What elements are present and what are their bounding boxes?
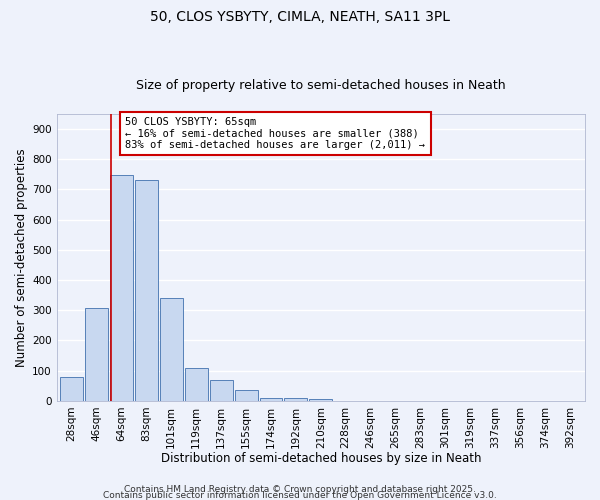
Bar (110, 175, 133, 401)
Bar (85, 308, 108, 401)
Bar (160, 298, 183, 401)
Y-axis label: Number of semi-detached properties: Number of semi-detached properties (15, 148, 28, 366)
Bar (185, 368, 208, 401)
Bar (135, 180, 158, 401)
Text: 50, CLOS YSBYTY, CIMLA, NEATH, SA11 3PL: 50, CLOS YSBYTY, CIMLA, NEATH, SA11 3PL (150, 10, 450, 24)
Bar (60, 376, 83, 401)
Bar (284, 398, 307, 401)
X-axis label: Distribution of semi-detached houses by size in Neath: Distribution of semi-detached houses by … (161, 452, 481, 465)
Text: Contains HM Land Registry data © Crown copyright and database right 2025.: Contains HM Land Registry data © Crown c… (124, 485, 476, 494)
Bar (235, 390, 257, 401)
Bar (209, 380, 233, 401)
Text: 50 CLOS YSBYTY: 65sqm
← 16% of semi-detached houses are smaller (388)
83% of sem: 50 CLOS YSBYTY: 65sqm ← 16% of semi-deta… (125, 117, 425, 150)
Bar (260, 398, 283, 401)
Bar (310, 400, 332, 401)
Title: Size of property relative to semi-detached houses in Neath: Size of property relative to semi-detach… (136, 79, 506, 92)
Text: Contains public sector information licensed under the Open Government Licence v3: Contains public sector information licen… (103, 491, 497, 500)
